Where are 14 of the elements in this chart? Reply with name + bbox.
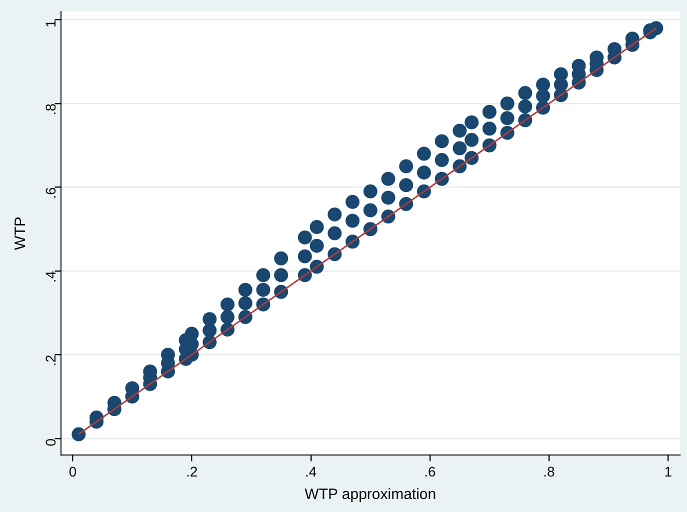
x-tick-label: .6 — [424, 463, 436, 480]
y-tick-label: .8 — [42, 103, 59, 116]
y-tick-label: 1 — [42, 20, 59, 28]
x-tick-label: 0 — [68, 463, 77, 480]
y-tick-label: .4 — [42, 270, 59, 283]
x-axis-title: WTP approximation — [304, 486, 436, 504]
y-axis-title: WTP — [12, 216, 30, 250]
x-tick-label: 1 — [664, 463, 672, 480]
x-tick-label: .4 — [305, 463, 317, 480]
x-tick-label: .8 — [543, 463, 556, 480]
y-tick-label: 0 — [42, 438, 59, 446]
y-tick-label: .2 — [42, 354, 59, 366]
x-tick-label: .2 — [186, 463, 198, 480]
y-tick-label: .6 — [42, 187, 59, 199]
